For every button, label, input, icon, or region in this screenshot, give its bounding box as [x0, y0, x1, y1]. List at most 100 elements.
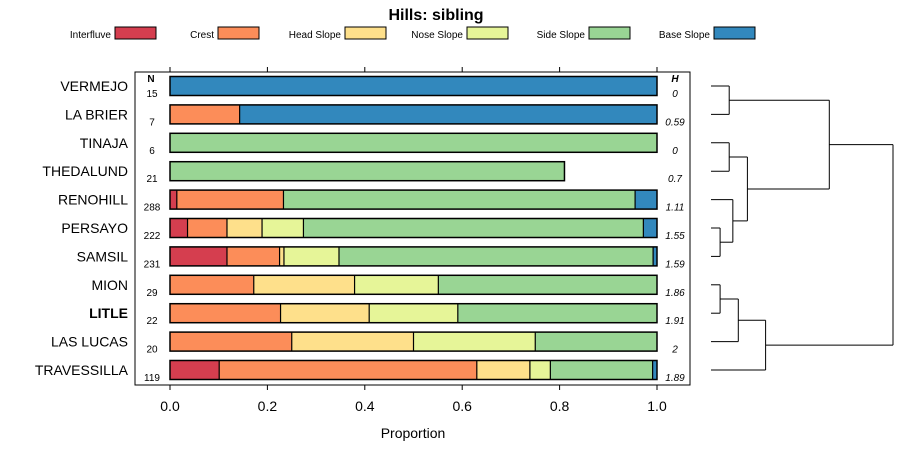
legend-swatch — [114, 26, 157, 40]
row-label: MION — [91, 277, 128, 293]
bar-segment — [239, 104, 658, 124]
x-axis-label: Proportion — [381, 425, 446, 441]
bar-outline — [169, 302, 658, 324]
bar-segment — [550, 360, 653, 380]
row-h-value: 0 — [672, 146, 678, 157]
row-label: LITLE — [89, 305, 128, 321]
bar-segment — [338, 246, 654, 266]
row-h-value: 1.89 — [665, 373, 685, 384]
row-h-value: 0 — [672, 89, 678, 100]
x-tick-label: 0.6 — [452, 398, 472, 414]
bar-segment — [529, 360, 551, 380]
legend-swatch — [713, 26, 756, 40]
row-h-value: 0.59 — [665, 117, 685, 128]
legend-label: Nose Slope — [411, 30, 463, 41]
legend-label: Base Slope — [659, 30, 711, 41]
h-column-header: H — [671, 74, 679, 85]
row-n-value: 7 — [149, 117, 155, 128]
x-tick-label: 0.0 — [160, 398, 180, 414]
bar-row: SAMSIL 231 1.59 — [77, 246, 685, 270]
bar-segment — [170, 332, 292, 352]
row-label: VERMEJO — [60, 78, 128, 94]
legend-swatch — [588, 26, 631, 40]
legend-swatch — [217, 26, 260, 40]
row-n-value: 231 — [144, 259, 161, 270]
dendrogram — [711, 85, 894, 371]
bar-segment — [170, 246, 227, 266]
bar-row: RENOHILL 288 1.11 — [58, 189, 685, 214]
row-label: PERSAYO — [61, 220, 128, 236]
bar-outline — [169, 132, 658, 154]
bar-segment — [283, 246, 339, 266]
row-label: TINAJA — [80, 135, 129, 151]
bar-outline — [169, 189, 658, 210]
row-n-value: 119 — [144, 373, 160, 384]
bar-segment — [170, 303, 281, 323]
row-label: SAMSIL — [77, 248, 129, 264]
legend-swatch — [344, 26, 387, 40]
row-h-value: 1.59 — [665, 259, 685, 270]
bar-segment — [476, 360, 530, 380]
row-h-value: 1.11 — [666, 203, 685, 214]
row-n-value: 222 — [144, 231, 161, 242]
row-h-value: 1.91 — [665, 316, 684, 327]
bar-segment — [457, 303, 657, 323]
bar-outline — [169, 246, 658, 267]
row-label: RENOHILL — [58, 192, 128, 208]
bar-segment — [170, 360, 220, 380]
bar-segment — [170, 104, 240, 124]
bar-segment — [187, 218, 227, 238]
bar-row: PERSAYO 222 1.55 — [61, 217, 685, 242]
bar-segment — [369, 303, 458, 323]
row-h-value: 0.7 — [668, 174, 682, 185]
bar-segment — [643, 218, 657, 238]
n-column-header: N — [147, 74, 154, 85]
bar-rows: VERMEJO 15 0 LA BRIER 7 0.59 TINAJA 6 0 THEDALUND… — [35, 75, 685, 384]
row-n-value: 288 — [144, 203, 161, 214]
bar-outline — [169, 160, 566, 182]
bar-segment — [170, 133, 657, 153]
bar-row: VERMEJO 15 0 — [60, 75, 678, 100]
row-h-value: 1.86 — [665, 288, 685, 299]
bar-row: MION 29 1.86 — [91, 274, 685, 299]
bar-outline — [169, 104, 658, 125]
row-h-value: 1.55 — [665, 231, 685, 242]
bar-segment — [653, 246, 657, 266]
plot-frame — [134, 71, 691, 386]
row-label: THEDALUND — [42, 163, 128, 179]
bar-row: LITLE 22 1.91 — [89, 302, 685, 327]
bar-row: TRAVESSILLA 119 1.89 — [35, 359, 685, 384]
legend-label: Interfluve — [70, 30, 112, 41]
bar-segment — [291, 332, 414, 352]
legend-label: Head Slope — [289, 30, 342, 41]
bar-segment — [635, 190, 657, 210]
row-n-value: 21 — [146, 174, 158, 185]
row-n-value: 22 — [146, 316, 158, 327]
bar-segment — [170, 190, 177, 210]
bar-outline — [169, 331, 658, 352]
x-tick-label: 1.0 — [647, 398, 667, 414]
bar-segment — [170, 218, 188, 238]
row-n-value: 15 — [146, 89, 158, 100]
bar-segment — [413, 332, 536, 352]
bar-row: LAS LUCAS 20 2 — [51, 331, 678, 356]
x-tick-label: 0.2 — [258, 398, 278, 414]
bar-row: THEDALUND 21 0.7 — [42, 160, 682, 185]
bar-outline — [169, 75, 658, 97]
row-n-value: 29 — [146, 288, 158, 299]
bar-segment — [219, 360, 477, 380]
row-label: TRAVESSILLA — [35, 362, 129, 378]
bar-outline — [169, 274, 658, 296]
bar-outline — [169, 217, 658, 239]
row-label: LAS LUCAS — [51, 334, 128, 350]
bar-segment — [226, 218, 263, 238]
bar-segment — [303, 218, 644, 238]
bar-segment — [170, 76, 657, 96]
bar-segment — [279, 246, 284, 266]
bar-segment — [226, 246, 280, 266]
row-label: LA BRIER — [65, 106, 128, 122]
legend-label: Side Slope — [537, 30, 586, 41]
legend: Interfluve Crest Head Slope Nose Slope Side … — [70, 26, 756, 41]
bar-segment — [253, 275, 355, 295]
